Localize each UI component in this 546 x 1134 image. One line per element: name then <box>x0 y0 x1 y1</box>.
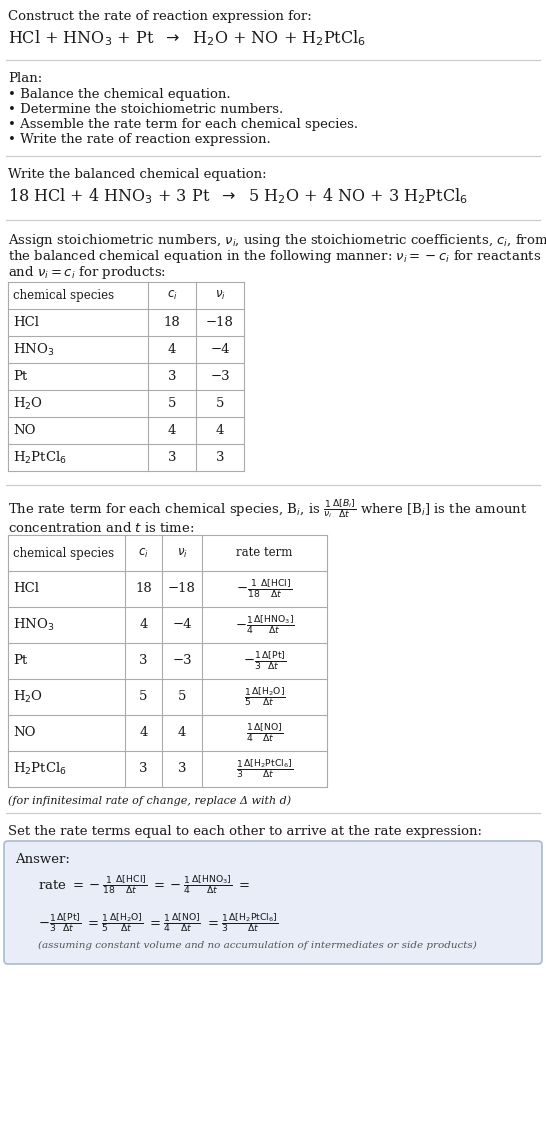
Text: H$_2$O: H$_2$O <box>13 396 43 412</box>
Text: the balanced chemical equation in the following manner: $\nu_i = -c_i$ for react: the balanced chemical equation in the fo… <box>8 248 541 265</box>
Text: HCl: HCl <box>13 583 39 595</box>
Text: $\frac{1}{4}\frac{\Delta[\mathrm{NO}]}{\Delta t}$: $\frac{1}{4}\frac{\Delta[\mathrm{NO}]}{\… <box>246 722 283 744</box>
Text: 3: 3 <box>178 762 186 776</box>
Text: H$_2$PtCl$_6$: H$_2$PtCl$_6$ <box>13 449 67 466</box>
Text: −18: −18 <box>206 316 234 329</box>
Text: (for infinitesimal rate of change, replace Δ with d): (for infinitesimal rate of change, repla… <box>8 795 291 805</box>
Text: HCl: HCl <box>13 316 39 329</box>
Text: HCl + HNO$_3$ + Pt  $\rightarrow$  H$_2$O + NO + H$_2$PtCl$_6$: HCl + HNO$_3$ + Pt $\rightarrow$ H$_2$O … <box>8 28 366 48</box>
Text: 18: 18 <box>135 583 152 595</box>
Text: 5: 5 <box>168 397 176 411</box>
Text: 5: 5 <box>178 691 186 703</box>
Text: −4: −4 <box>210 342 230 356</box>
Text: Pt: Pt <box>13 370 27 383</box>
Text: Construct the rate of reaction expression for:: Construct the rate of reaction expressio… <box>8 10 312 23</box>
Text: and $\nu_i = c_i$ for products:: and $\nu_i = c_i$ for products: <box>8 264 166 281</box>
Text: 4: 4 <box>178 727 186 739</box>
Text: 5: 5 <box>139 691 147 703</box>
Text: 18: 18 <box>164 316 180 329</box>
Text: $\frac{1}{3}\frac{\Delta[\mathrm{H_2PtCl_6}]}{\Delta t}$: $\frac{1}{3}\frac{\Delta[\mathrm{H_2PtCl… <box>236 758 293 780</box>
Text: 4: 4 <box>168 342 176 356</box>
Text: rate term: rate term <box>236 547 293 559</box>
Text: −18: −18 <box>168 583 196 595</box>
Text: chemical species: chemical species <box>13 547 114 559</box>
Text: • Determine the stoichiometric numbers.: • Determine the stoichiometric numbers. <box>8 103 283 116</box>
Text: The rate term for each chemical species, B$_i$, is $\frac{1}{\nu_i}\frac{\Delta[: The rate term for each chemical species,… <box>8 497 527 521</box>
Text: Write the balanced chemical equation:: Write the balanced chemical equation: <box>8 168 266 181</box>
Text: 3: 3 <box>216 451 224 464</box>
Text: H$_2$O: H$_2$O <box>13 689 43 705</box>
Text: 4: 4 <box>168 424 176 437</box>
Text: 4: 4 <box>139 618 147 632</box>
Text: HNO$_3$: HNO$_3$ <box>13 341 54 357</box>
Text: $c_i$: $c_i$ <box>167 289 177 302</box>
Text: concentration and $t$ is time:: concentration and $t$ is time: <box>8 521 194 535</box>
Text: • Write the rate of reaction expression.: • Write the rate of reaction expression. <box>8 133 271 146</box>
Text: • Balance the chemical equation.: • Balance the chemical equation. <box>8 88 230 101</box>
Text: 3: 3 <box>139 654 148 668</box>
Text: 3: 3 <box>168 370 176 383</box>
FancyBboxPatch shape <box>4 841 542 964</box>
Text: H$_2$PtCl$_6$: H$_2$PtCl$_6$ <box>13 761 67 777</box>
Text: HNO$_3$: HNO$_3$ <box>13 617 54 633</box>
Text: −3: −3 <box>172 654 192 668</box>
Text: rate $= -\frac{1}{18}\frac{\Delta[\mathrm{HCl}]}{\Delta t}$ $= -\frac{1}{4}\frac: rate $= -\frac{1}{18}\frac{\Delta[\mathr… <box>38 873 251 896</box>
Text: NO: NO <box>13 424 35 437</box>
Text: chemical species: chemical species <box>13 289 114 302</box>
Text: Pt: Pt <box>13 654 27 668</box>
Text: Answer:: Answer: <box>15 853 70 866</box>
Text: 4: 4 <box>139 727 147 739</box>
Text: $-\frac{1}{3}\frac{\Delta[\mathrm{Pt}]}{\Delta t}$ $= \frac{1}{5}\frac{\Delta[\m: $-\frac{1}{3}\frac{\Delta[\mathrm{Pt}]}{… <box>38 911 278 934</box>
Text: 4: 4 <box>216 424 224 437</box>
Text: $-\frac{1}{4}\frac{\Delta[\mathrm{HNO_3}]}{\Delta t}$: $-\frac{1}{4}\frac{\Delta[\mathrm{HNO_3}… <box>235 613 294 636</box>
Text: • Assemble the rate term for each chemical species.: • Assemble the rate term for each chemic… <box>8 118 358 132</box>
Text: Set the rate terms equal to each other to arrive at the rate expression:: Set the rate terms equal to each other t… <box>8 826 482 838</box>
Text: $\nu_i$: $\nu_i$ <box>215 289 225 302</box>
Text: NO: NO <box>13 727 35 739</box>
Text: $\nu_i$: $\nu_i$ <box>176 547 187 559</box>
Text: −4: −4 <box>172 618 192 632</box>
Text: 3: 3 <box>139 762 148 776</box>
Text: Assign stoichiometric numbers, $\nu_i$, using the stoichiometric coefficients, $: Assign stoichiometric numbers, $\nu_i$, … <box>8 232 546 249</box>
Text: $-\frac{1}{3}\frac{\Delta[\mathrm{Pt}]}{\Delta t}$: $-\frac{1}{3}\frac{\Delta[\mathrm{Pt}]}{… <box>243 650 286 672</box>
Text: 5: 5 <box>216 397 224 411</box>
Text: (assuming constant volume and no accumulation of intermediates or side products): (assuming constant volume and no accumul… <box>38 941 477 950</box>
Text: 18 HCl + 4 HNO$_3$ + 3 Pt  $\rightarrow$  5 H$_2$O + 4 NO + 3 H$_2$PtCl$_6$: 18 HCl + 4 HNO$_3$ + 3 Pt $\rightarrow$ … <box>8 186 468 205</box>
Text: $c_i$: $c_i$ <box>138 547 149 559</box>
Text: Plan:: Plan: <box>8 71 42 85</box>
Text: −3: −3 <box>210 370 230 383</box>
Text: $-\frac{1}{18}\frac{\Delta[\mathrm{HCl}]}{\Delta t}$: $-\frac{1}{18}\frac{\Delta[\mathrm{HCl}]… <box>236 578 293 600</box>
Text: 3: 3 <box>168 451 176 464</box>
Text: $\frac{1}{5}\frac{\Delta[\mathrm{H_2O}]}{\Delta t}$: $\frac{1}{5}\frac{\Delta[\mathrm{H_2O}]}… <box>244 686 286 709</box>
